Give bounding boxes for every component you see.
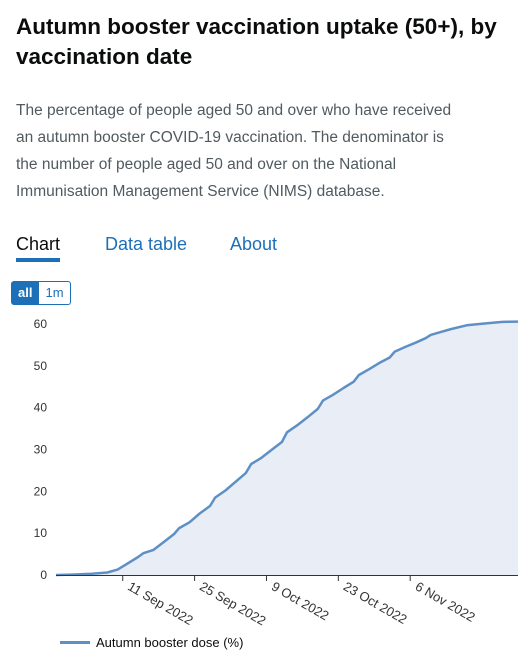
- series-line: [55, 320, 519, 577]
- x-tick-label: 9 Oct 2022: [269, 579, 332, 624]
- range-1m-button[interactable]: 1m: [39, 281, 71, 305]
- legend-label: Autumn booster dose (%): [96, 635, 244, 650]
- uptake-chart: 0 10 20 30 40 50 60 11 Sep 2022 25 Sep 2022 9 Oc…: [34, 317, 519, 629]
- legend-swatch: [60, 641, 90, 644]
- tab-about[interactable]: About: [230, 234, 278, 254]
- x-tick-label: 6 Nov 2022: [413, 579, 478, 625]
- chart-description: The percentage of people aged 50 and ove…: [16, 102, 452, 200]
- x-axis: 11 Sep 2022 25 Sep 2022 9 Oct 2022 23 Oct 2…: [122, 575, 478, 629]
- time-range-selector: all 1m: [11, 281, 71, 305]
- tab-chart[interactable]: Chart: [16, 234, 61, 262]
- y-tick-label: 20: [34, 484, 48, 498]
- x-tick-label: 25 Sep 2022: [197, 579, 268, 629]
- y-tick-label: 40: [34, 401, 48, 415]
- x-tick-label: 23 Oct 2022: [341, 579, 410, 627]
- chart-title: Autumn booster vaccination uptake (50+),…: [16, 14, 497, 69]
- y-tick-label: 50: [34, 359, 48, 373]
- tab-data-table[interactable]: Data table: [105, 234, 188, 254]
- range-all-button[interactable]: all: [11, 281, 40, 305]
- y-tick-label: 0: [40, 568, 47, 582]
- y-tick-label: 30: [34, 443, 48, 457]
- y-tick-label: 60: [34, 317, 48, 331]
- x-tick-label: 11 Sep 2022: [125, 579, 196, 628]
- series-area: [56, 321, 518, 575]
- y-axis: 0 10 20 30 40 50 60: [34, 317, 48, 582]
- y-tick-label: 10: [34, 526, 48, 540]
- legend: Autumn booster dose (%): [60, 635, 243, 650]
